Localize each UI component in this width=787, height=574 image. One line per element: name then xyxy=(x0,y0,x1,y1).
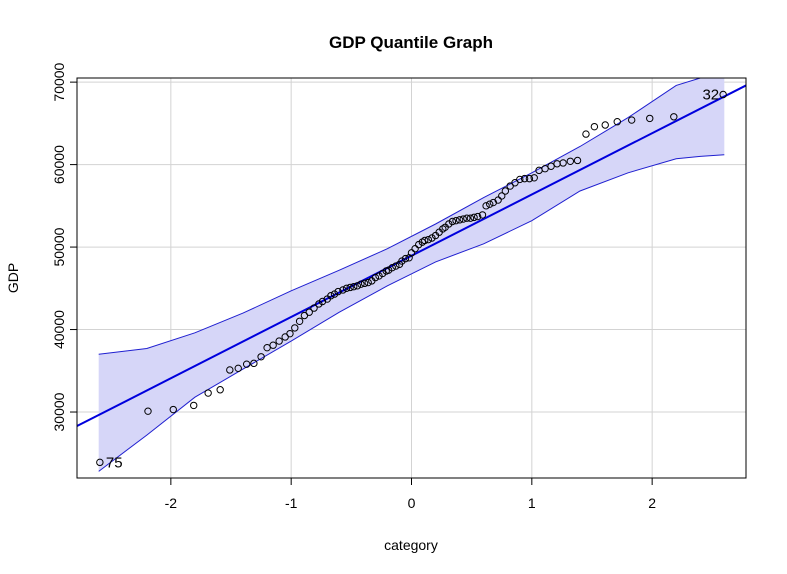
data-point xyxy=(407,249,416,257)
x-axis-title: category xyxy=(384,537,438,553)
data-point xyxy=(204,389,212,397)
data-point xyxy=(226,366,234,374)
data-point xyxy=(357,280,365,288)
data-point xyxy=(646,114,654,123)
data-point xyxy=(275,337,283,345)
data-points xyxy=(96,90,727,467)
data-point xyxy=(473,212,482,221)
data-point xyxy=(501,187,510,195)
data-point xyxy=(216,386,224,394)
data-point xyxy=(573,156,582,165)
y-axis-title: GDP xyxy=(5,263,21,293)
data-point xyxy=(327,292,335,300)
data-point xyxy=(339,286,347,294)
data-point xyxy=(269,341,277,349)
data-point xyxy=(190,401,198,410)
data-point xyxy=(470,213,478,222)
data-point xyxy=(498,192,506,200)
point-label: 75 xyxy=(106,454,123,471)
data-point xyxy=(342,284,351,293)
data-point xyxy=(424,235,433,244)
data-point xyxy=(459,215,467,223)
data-point xyxy=(242,360,251,368)
data-point xyxy=(371,273,380,282)
data-point xyxy=(448,217,457,226)
data-point xyxy=(494,196,502,204)
data-point xyxy=(234,364,242,373)
x-tick-label: -1 xyxy=(285,495,298,511)
chart-title: GDP Quantile Graph xyxy=(329,33,493,52)
data-point xyxy=(547,162,555,170)
data-point xyxy=(310,304,318,312)
data-point xyxy=(566,157,575,165)
data-point xyxy=(486,200,494,208)
x-tick-label: -2 xyxy=(165,495,178,511)
data-point xyxy=(590,122,599,131)
data-point xyxy=(478,211,487,219)
envelope-lower-line xyxy=(98,154,725,472)
data-point xyxy=(516,175,524,184)
x-axis: -2 -1 0 1 2 xyxy=(165,478,656,511)
y-tick-label: 40000 xyxy=(51,310,67,349)
x-tick-label: 0 xyxy=(408,495,416,511)
data-point xyxy=(530,174,538,182)
data-point xyxy=(411,245,419,253)
data-point xyxy=(96,458,104,467)
y-tick-label: 30000 xyxy=(51,392,67,431)
data-point xyxy=(482,202,490,210)
data-point xyxy=(670,113,678,121)
data-point xyxy=(525,174,534,183)
data-point xyxy=(305,308,313,316)
data-point xyxy=(401,254,410,263)
data-point xyxy=(388,263,396,272)
data-point xyxy=(263,343,271,352)
y-tick-label: 70000 xyxy=(51,62,67,101)
data-point xyxy=(719,90,727,99)
data-point xyxy=(360,279,369,288)
data-point xyxy=(466,214,475,222)
data-point xyxy=(350,282,358,291)
data-point xyxy=(144,407,152,415)
data-point xyxy=(353,282,362,290)
data-point xyxy=(613,118,621,126)
y-tick-label: 50000 xyxy=(51,227,67,266)
data-point xyxy=(455,216,464,224)
data-point xyxy=(559,159,567,167)
data-point xyxy=(452,216,460,225)
y-tick-label: 60000 xyxy=(51,145,67,184)
data-point xyxy=(295,317,304,325)
data-point xyxy=(286,329,294,338)
data-point xyxy=(601,121,609,129)
data-point xyxy=(392,262,400,270)
point-label: 32 xyxy=(702,86,719,103)
data-point xyxy=(463,214,471,222)
x-tick-label: 2 xyxy=(648,495,656,511)
data-point xyxy=(364,278,372,287)
y-axis: 30000 40000 50000 60000 70000 xyxy=(51,62,77,431)
data-point xyxy=(257,353,265,361)
point-labels: 75 32 xyxy=(106,86,719,471)
data-point xyxy=(334,287,342,296)
data-point xyxy=(520,174,529,183)
data-point xyxy=(421,236,429,245)
data-point xyxy=(582,130,590,138)
data-point xyxy=(541,165,549,173)
x-tick-label: 1 xyxy=(528,495,536,511)
data-point xyxy=(169,405,177,414)
envelope-upper-line xyxy=(98,77,725,355)
data-point xyxy=(346,283,354,292)
data-point xyxy=(291,324,299,332)
data-point xyxy=(250,359,258,368)
data-point xyxy=(627,116,636,124)
